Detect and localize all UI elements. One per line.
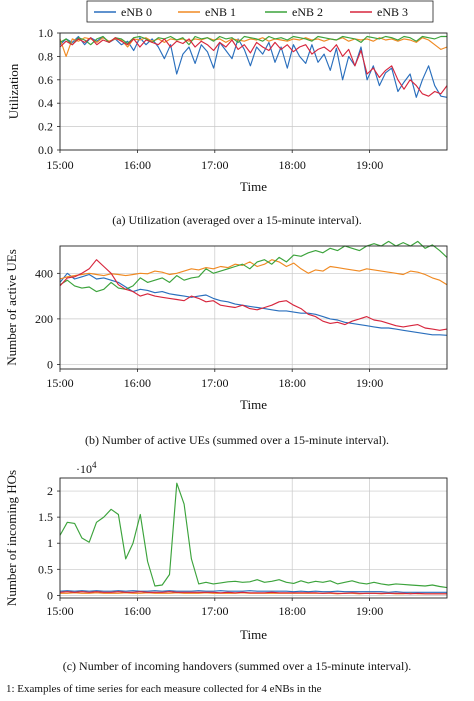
y-axis-multiplier: ·104 (76, 460, 97, 476)
x-tick-label: 16:00 (124, 604, 151, 618)
y-tick-label: 0.0 (38, 143, 53, 157)
y-tick-label: 200 (35, 312, 53, 326)
x-tick-label: 18:00 (279, 158, 306, 172)
series-line-enb-3 (59, 37, 448, 97)
y-axis-label: Number of active UEs (4, 249, 19, 366)
legend-label-1: eNB 1 (205, 5, 236, 19)
series-line-enb-3 (59, 259, 448, 331)
y-tick-label: 2 (47, 484, 53, 498)
chart-utilization: 15:00 16:00 17:00 18:00 19:00 0.0 0.2 0.4 0.6 0.8… (6, 26, 448, 194)
y-tick-label: 1.5 (38, 510, 53, 524)
x-tick-label: 17:00 (201, 376, 228, 390)
x-tick-label: 15:00 (46, 376, 73, 390)
legend-label-2: eNB 2 (292, 5, 323, 19)
y-tick-label: 0.5 (38, 562, 53, 576)
y-tick-label: 0 (47, 357, 53, 371)
x-tick-label: 17:00 (201, 158, 228, 172)
y-axis-label: Utilization (6, 63, 21, 119)
y-axis-label: Number of incoming HOs (4, 470, 19, 606)
axes-frame (59, 477, 448, 599)
axes-frame (59, 32, 448, 151)
legend: eNB 0 eNB 1 eNB 2 eNB 3 (86, 0, 434, 23)
x-tick-label: 19:00 (356, 158, 383, 172)
caption-b: (b) Number of active UEs (summed over a … (85, 433, 389, 447)
caption-c: (c) Number of incoming handovers (summed… (62, 659, 412, 673)
series-line-enb-0 (59, 35, 448, 98)
series-line-enb-3 (59, 591, 447, 595)
series-line-enb-2 (59, 482, 448, 589)
y-tick-label: 0.8 (38, 49, 53, 63)
y-tick-label: 0.2 (38, 120, 53, 134)
x-tick-label: 16:00 (124, 158, 151, 172)
y-tick-label: 400 (35, 266, 53, 280)
y-tick-label: 0.4 (38, 96, 53, 110)
caption-a: (a) Utilization (averaged over a 15-minu… (112, 213, 362, 227)
x-tick-label: 17:00 (201, 604, 228, 618)
series-line-enb-0 (59, 272, 448, 336)
legend-label-0: eNB 0 (121, 5, 152, 19)
chart-active-ues: 15:00 16:00 17:00 18:00 19:00 0 200 400 Time Numb… (4, 240, 448, 412)
series-line-enb-0 (59, 590, 447, 593)
series-line-enb-2 (59, 35, 447, 46)
axes-frame (59, 245, 448, 370)
x-tick-label: 18:00 (279, 604, 306, 618)
legend-label-3: eNB 3 (377, 5, 408, 19)
x-tick-label: 18:00 (279, 376, 306, 390)
figure-footer-text: 1: Examples of time series for each meas… (6, 683, 322, 695)
y-tick-label: 1.0 (38, 26, 53, 40)
x-axis-label: Time (240, 627, 267, 642)
y-tick-label: 1 (47, 536, 53, 550)
y-tick-label: 0 (47, 588, 53, 602)
x-tick-label: 19:00 (356, 376, 383, 390)
x-tick-label: 15:00 (46, 604, 73, 618)
y-tick-label: 0.6 (38, 73, 53, 87)
x-tick-label: 16:00 (124, 376, 151, 390)
chart-incoming-handovers: 15:00 16:00 17:00 18:00 19:00 0 0.5 1 1.5 2 Time Nu… (4, 460, 448, 642)
series-line-enb-1 (59, 259, 448, 286)
legend-box (86, 0, 434, 23)
x-tick-label: 19:00 (356, 604, 383, 618)
x-tick-label: 15:00 (46, 158, 73, 172)
x-axis-label: Time (240, 179, 267, 194)
x-axis-label: Time (240, 397, 267, 412)
